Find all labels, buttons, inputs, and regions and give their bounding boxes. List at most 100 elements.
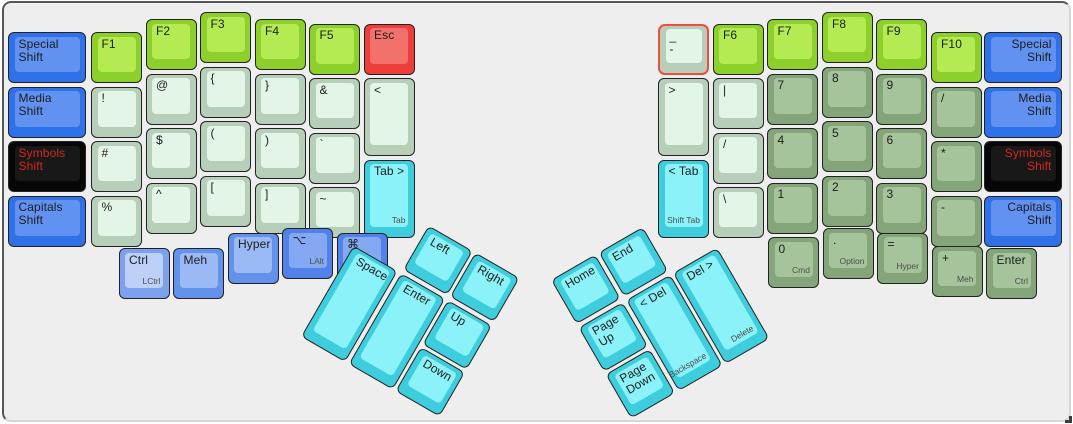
key-less-than[interactable]: <: [363, 78, 415, 156]
key-minus[interactable]: -: [930, 195, 982, 247]
keycap-top-surface: [828, 71, 866, 107]
key-period[interactable]: . Option: [822, 228, 874, 279]
keycap-top-surface: [938, 250, 976, 286]
keycap-top-surface: [234, 237, 272, 273]
key-at[interactable]: @: [145, 73, 197, 125]
key-open-bracket[interactable]: [: [200, 175, 251, 227]
key-slash-inner[interactable]: /: [712, 132, 764, 184]
keycap-top-surface: [829, 232, 867, 268]
key-f1[interactable]: F1: [91, 32, 142, 83]
key-label: 7: [777, 78, 785, 92]
key-label: ^: [156, 187, 162, 201]
keycap-top-surface: [97, 36, 136, 72]
key-sublabel: Shift Tab: [667, 214, 700, 225]
key-esc[interactable]: Esc: [363, 23, 415, 75]
key-hyper[interactable]: Hyper: [227, 232, 279, 284]
key-label: F2: [156, 23, 171, 38]
key-underscore-hyphen[interactable]: _ -: [658, 23, 709, 75]
key-meh[interactable]: Meh: [173, 248, 224, 299]
key-asterisk[interactable]: *: [930, 141, 982, 192]
keycap-top-surface: [828, 16, 866, 52]
keycap-top-surface: [152, 23, 190, 59]
key-label: $: [156, 132, 163, 147]
keycap-top-surface: [370, 28, 408, 64]
key-f10[interactable]: F10: [930, 32, 982, 83]
key-label: F4: [265, 23, 280, 38]
keycap-top-surface: [773, 78, 812, 114]
key-label: }: [265, 78, 270, 92]
key-hash[interactable]: #: [91, 141, 142, 192]
key-close-paren[interactable]: ): [254, 128, 306, 179]
key-enter-right[interactable]: Enter Ctrl: [986, 248, 1037, 299]
keycap-top-surface: [14, 91, 80, 127]
key-f3[interactable]: F3: [200, 12, 251, 63]
key-nine[interactable]: 9: [876, 73, 927, 125]
key-label: {: [210, 71, 215, 85]
key-plus[interactable]: + Meh: [931, 246, 983, 297]
key-exclamation[interactable]: !: [91, 86, 142, 138]
keycap-top-surface: [773, 132, 812, 168]
key-one[interactable]: 1: [767, 182, 818, 234]
key-open-brace[interactable]: {: [200, 66, 251, 118]
key-label: >: [668, 82, 676, 97]
key-f6[interactable]: F6: [712, 23, 764, 75]
key-open-paren[interactable]: (: [200, 121, 251, 172]
keycap-top-surface: [882, 132, 921, 168]
key-label: [: [210, 180, 214, 194]
key-four[interactable]: 4: [767, 128, 818, 179]
key-greater-than[interactable]: >: [658, 78, 709, 156]
key-label: 9: [886, 78, 894, 92]
keycap-top-surface: [206, 71, 245, 107]
key-caret[interactable]: ^: [145, 182, 197, 234]
key-eight[interactable]: 8: [821, 66, 873, 118]
key-media-shift-left[interactable]: Media Shift: [8, 86, 86, 138]
key-dollar[interactable]: $: [145, 128, 197, 179]
key-f9[interactable]: F9: [876, 19, 927, 70]
key-close-brace[interactable]: }: [254, 73, 306, 125]
key-five[interactable]: 5: [821, 121, 873, 172]
key-f4[interactable]: F4: [254, 19, 306, 70]
key-f2[interactable]: F2: [145, 19, 197, 70]
key-backtick[interactable]: `: [309, 132, 360, 184]
key-tab[interactable]: Tab > Tab: [363, 159, 415, 238]
key-shift-tab[interactable]: < Tab Shift Tab: [658, 159, 709, 238]
key-percent[interactable]: %: [91, 195, 142, 247]
key-backslash[interactable]: \: [712, 187, 764, 238]
key-six[interactable]: 6: [876, 128, 927, 179]
resize-handle-icon[interactable]: [1065, 416, 1072, 423]
key-label: ⌥: [292, 232, 307, 247]
key-tilde[interactable]: ~: [309, 187, 360, 238]
key-three[interactable]: 3: [876, 182, 927, 234]
key-slash-outer[interactable]: /: [930, 86, 982, 138]
key-special-shift-left[interactable]: Special Shift: [8, 32, 86, 83]
key-f7[interactable]: F7: [767, 19, 818, 70]
key-close-bracket[interactable]: ]: [254, 182, 306, 234]
key-label: Media Shift: [1018, 91, 1052, 118]
key-pipe[interactable]: |: [712, 78, 764, 129]
key-label: %: [101, 200, 113, 214]
key-media-shift-right[interactable]: Media Shift: [984, 86, 1062, 138]
key-label: Tab >: [374, 164, 405, 178]
key-special-shift-right[interactable]: Special Shift: [984, 32, 1062, 83]
keycap-top-surface: [992, 252, 1031, 288]
keycap-top-surface: [719, 82, 757, 118]
key-label: #: [101, 145, 109, 160]
key-capitals-shift-left[interactable]: Capitals Shift: [8, 195, 86, 247]
key-zero[interactable]: 0 Cmd: [768, 237, 819, 288]
key-seven[interactable]: 7: [767, 73, 818, 125]
key-ampersand[interactable]: &: [309, 78, 360, 129]
key-equals[interactable]: = Hyper: [877, 232, 928, 284]
key-ctrl-left[interactable]: Ctrl LCtrl: [118, 248, 170, 299]
key-f5[interactable]: F5: [309, 23, 360, 75]
key-symbols-shift-left[interactable]: Symbols Shift: [8, 141, 86, 192]
key-two[interactable]: 2: [821, 175, 873, 227]
key-lalt[interactable]: ⌥ LAlt: [282, 228, 333, 279]
key-label: 5: [832, 125, 839, 140]
key-symbols-shift-right[interactable]: Symbols Shift: [984, 141, 1062, 192]
key-label: +: [942, 250, 950, 265]
key-capitals-shift-right[interactable]: Capitals Shift: [984, 195, 1062, 247]
key-label: 8: [832, 71, 839, 85]
key-f8[interactable]: F8: [821, 12, 873, 63]
keycap-top-surface: [14, 36, 80, 72]
